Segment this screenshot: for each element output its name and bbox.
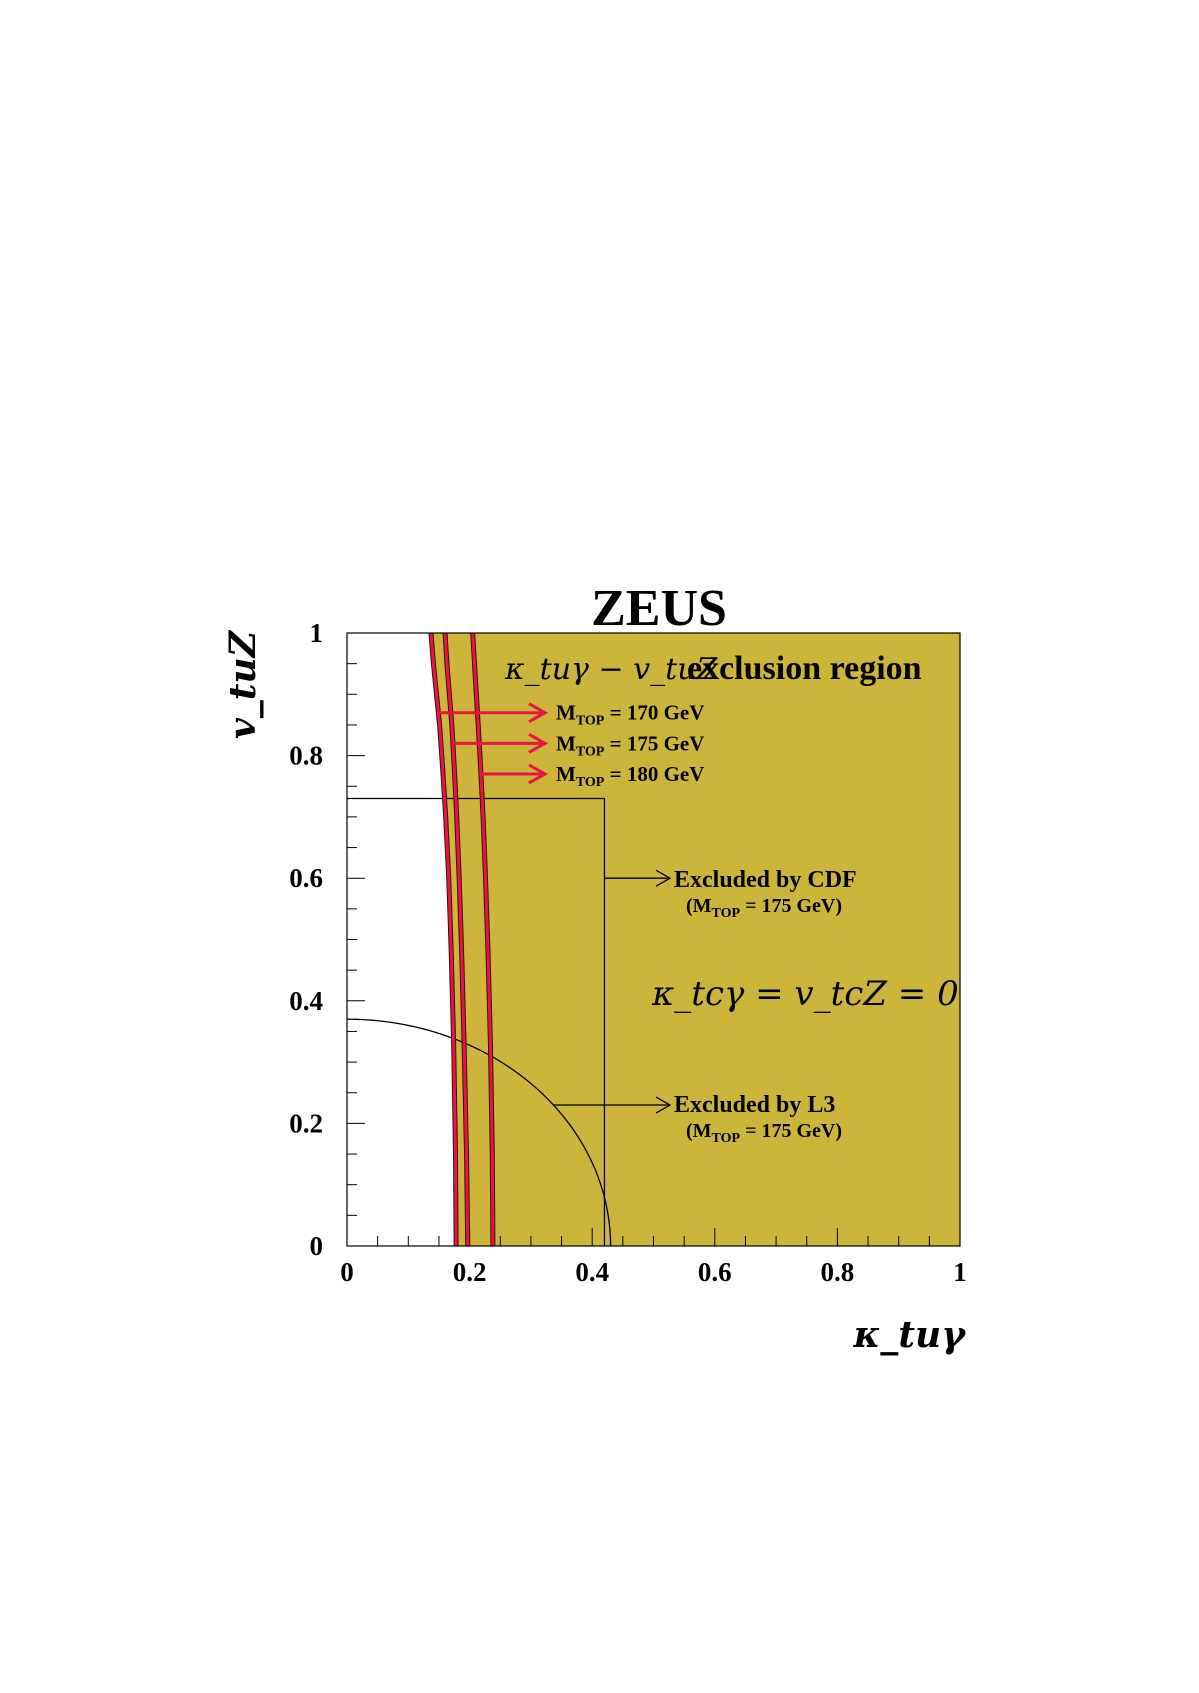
- x-tick-label: 0.8: [821, 1257, 855, 1287]
- cdf-label: Excluded by CDF (MTOP = 175 GeV): [674, 867, 857, 921]
- constraint-label: κ_tcγ = v_tcZ = 0: [651, 974, 959, 1014]
- series-label-main: M: [556, 762, 576, 786]
- l3-label-mass: (MTOP = 175 GeV): [686, 1120, 842, 1146]
- series-label-rest: = 175 GeV: [604, 731, 704, 755]
- y-tick-label: 1: [310, 618, 324, 648]
- cdf-boundary: [347, 797, 606, 1246]
- curve-mtop-2: [471, 632, 495, 1247]
- series-label-0: MTOP = 170 GeV: [556, 701, 704, 729]
- x-tick-label: 0.4: [575, 1257, 609, 1287]
- ticks-layer: [346, 632, 961, 1247]
- cdf-label-mass: (MTOP = 175 GeV): [686, 895, 842, 921]
- x-tick-label: 0.6: [698, 1257, 732, 1287]
- cdf-label-text: Excluded by CDF: [674, 867, 857, 893]
- tick-labels: 0 0.2 0.4 0.6 0.8 1 0 0.2 0.4 0.6 0.8 1: [289, 618, 967, 1287]
- region-label-text: exclusion region: [687, 650, 922, 687]
- plot-frame: [346, 632, 961, 1247]
- region-label: κ_tuγ − v_tuZ exclusion region: [504, 650, 922, 687]
- series-label-rest: = 180 GeV: [604, 762, 704, 786]
- series-label-main: M: [556, 731, 576, 755]
- l3-boundary: [346, 1018, 612, 1247]
- exclusion-fill: [430, 633, 961, 1246]
- y-tick-label: 0.4: [289, 986, 323, 1016]
- x-tick-label: 0.2: [453, 1257, 487, 1287]
- x-axis-label: κ_tuγ: [852, 1314, 967, 1356]
- l3-arrow-head: [655, 1096, 672, 1114]
- y-tick-label: 0: [310, 1231, 324, 1261]
- l3-label: Excluded by L3 (MTOP = 175 GeV): [674, 1092, 842, 1146]
- arrows-layer: [438, 702, 672, 1114]
- cdf-layer: [346, 797, 612, 1247]
- series-label-main: M: [556, 701, 576, 725]
- y-tick-label: 0.6: [289, 863, 323, 893]
- l3-label-text: Excluded by L3: [674, 1092, 835, 1118]
- chart-title: ZEUS: [591, 580, 727, 637]
- fill-layer: [430, 633, 961, 1246]
- region-label-math: κ_tuγ − v_tuZ: [504, 652, 719, 687]
- series-label-2: MTOP = 180 GeV: [556, 762, 704, 790]
- x-tick-label: 0: [340, 1257, 354, 1287]
- x-tick-label: 1: [953, 1257, 967, 1287]
- curve-mtop-1: [443, 632, 470, 1247]
- series-label-sub: TOP: [576, 714, 605, 729]
- series-arrowhead-1: [528, 733, 549, 754]
- series-arrowhead-0: [528, 702, 549, 723]
- curves-layer: [428, 632, 496, 1247]
- y-tick-label: 0.8: [289, 741, 323, 771]
- cdf-arrow-head: [655, 869, 672, 887]
- series-label-sub: TOP: [576, 775, 605, 790]
- curve-mtop-0: [429, 632, 458, 1247]
- series-label-sub: TOP: [576, 744, 605, 759]
- y-tick-label: 0.2: [289, 1108, 323, 1138]
- series-label-rest: = 170 GeV: [604, 701, 704, 725]
- y-axis-label: v_tuZ: [222, 629, 264, 739]
- series-label-1: MTOP = 175 GeV: [556, 731, 704, 759]
- series-arrowhead-2: [528, 763, 549, 785]
